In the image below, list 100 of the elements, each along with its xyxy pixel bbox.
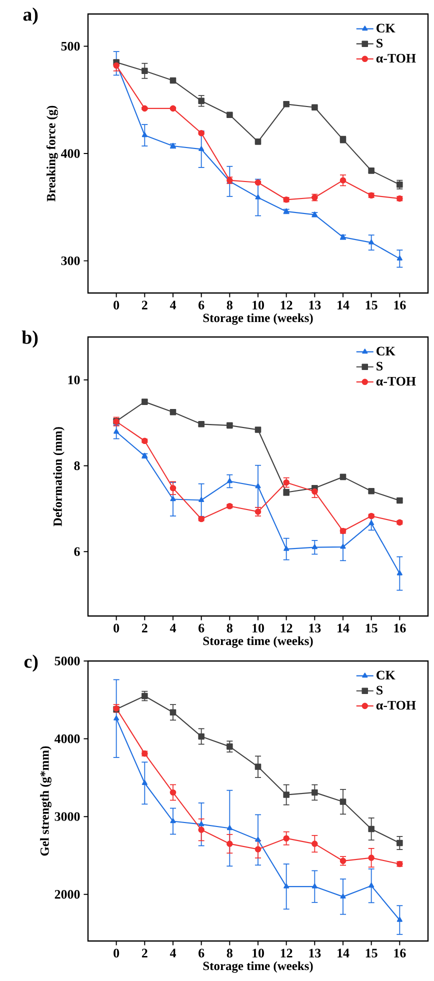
legend-label: S <box>376 686 383 695</box>
x-tick-label: 15 <box>366 948 378 958</box>
point <box>142 105 148 112</box>
legend-label: CK <box>376 670 396 680</box>
x-tick-label: 8 <box>226 948 232 958</box>
point <box>340 544 346 549</box>
x-tick-label: 4 <box>170 624 176 632</box>
x-axis-title: Storage time (weeks) <box>203 636 313 648</box>
point <box>312 840 318 847</box>
x-tick-label: 16 <box>394 300 406 310</box>
legend-label: CK <box>376 346 396 356</box>
x-tick-label: 13 <box>309 300 321 310</box>
x-tick-label: 2 <box>142 624 148 632</box>
point <box>284 546 290 551</box>
point <box>254 846 262 852</box>
point <box>142 398 148 405</box>
legend-label: S <box>376 362 383 371</box>
point <box>312 789 318 796</box>
y-tick-label: 10 <box>68 376 80 384</box>
legend-label: α-TOH <box>376 54 416 63</box>
x-tick-label: 2 <box>142 948 148 958</box>
point <box>170 77 176 84</box>
point <box>198 826 204 833</box>
point <box>312 488 318 495</box>
point <box>198 146 204 152</box>
point <box>198 98 204 104</box>
point <box>255 836 261 842</box>
x-tick-label: 8 <box>226 624 232 633</box>
point <box>170 789 176 796</box>
point <box>254 426 262 433</box>
legend-label: CK <box>376 24 396 32</box>
legend-label: S <box>376 38 383 48</box>
point <box>254 138 262 145</box>
y-axis-title: Gel strength (g*mm) <box>40 746 52 856</box>
point <box>198 421 204 428</box>
point <box>255 194 261 200</box>
x-tick-label: 10 <box>252 948 264 958</box>
x-tick-label: 6 <box>198 948 204 958</box>
x-tick-label: 13 <box>309 624 321 632</box>
y-axis-title: Breaking force (g) <box>46 106 58 202</box>
point <box>170 818 176 824</box>
x-tick-label: 2 <box>142 300 148 310</box>
point <box>142 692 148 700</box>
y-tick-label: 400 <box>60 149 80 158</box>
point <box>312 104 318 111</box>
point <box>170 105 176 112</box>
x-tick-label: 10 <box>252 300 264 310</box>
point <box>226 743 233 750</box>
x-tick-label: 15 <box>366 624 378 632</box>
point <box>312 544 318 550</box>
point <box>198 821 204 826</box>
x-tick-label: 0 <box>114 624 120 633</box>
y-tick-label: 5000 <box>54 656 80 666</box>
point <box>198 496 204 502</box>
point <box>340 177 346 184</box>
point <box>170 496 176 502</box>
x-tick-label: 14 <box>338 300 350 310</box>
x-axis-title: Storage time (weeks) <box>203 961 313 973</box>
x-tick-label: 16 <box>394 624 406 632</box>
point <box>340 474 346 480</box>
x-tick-label: 0 <box>114 948 120 958</box>
point <box>368 854 374 861</box>
point <box>396 840 403 846</box>
point <box>340 894 346 899</box>
point <box>254 508 262 515</box>
y-tick-label: 4000 <box>54 734 80 744</box>
point <box>283 479 290 486</box>
x-tick-label: 14 <box>338 948 350 958</box>
x-tick-label: 6 <box>198 624 204 632</box>
point <box>368 239 374 244</box>
point <box>283 792 290 798</box>
point <box>368 520 374 526</box>
point <box>255 483 261 488</box>
point <box>396 916 402 922</box>
point <box>142 780 148 785</box>
point <box>113 62 120 69</box>
chart-title: b) <box>22 330 38 348</box>
x-tick-label: 16 <box>394 948 406 958</box>
point <box>340 798 346 805</box>
point <box>170 408 176 416</box>
x-tick-label: 12 <box>280 624 292 632</box>
x-tick-label: 6 <box>198 300 204 310</box>
point <box>368 488 374 494</box>
y-tick-label: 6 <box>74 547 80 556</box>
point <box>142 132 148 138</box>
point <box>312 883 318 888</box>
chart-title: a) <box>23 8 38 25</box>
point <box>226 112 233 118</box>
point <box>114 715 120 720</box>
y-tick-label: 3000 <box>54 812 80 821</box>
point <box>254 764 262 770</box>
point <box>368 826 374 832</box>
x-tick-label: 13 <box>309 948 321 958</box>
point <box>114 428 120 434</box>
point <box>170 709 176 716</box>
point <box>396 570 402 576</box>
x-tick-label: 4 <box>170 300 176 310</box>
x-tick-label: 15 <box>366 300 378 310</box>
y-tick-label: 500 <box>61 42 80 51</box>
y-tick-label: 8 <box>74 461 80 470</box>
